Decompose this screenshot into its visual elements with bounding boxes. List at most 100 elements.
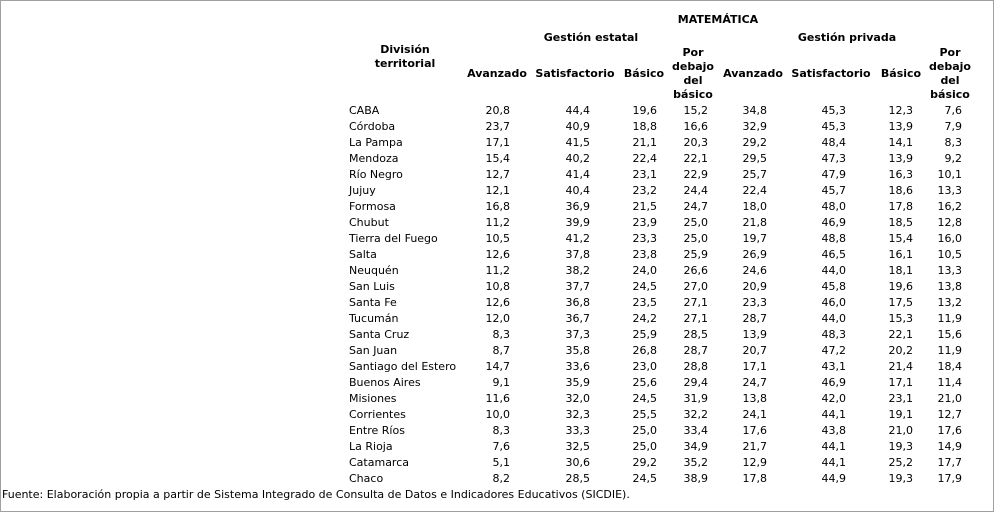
table-cell: 23,5 — [632, 296, 658, 309]
table-cell: 44,4 — [565, 104, 591, 117]
table-cell: 20,3 — [683, 136, 709, 149]
table-cell: 23,3 — [742, 296, 768, 309]
table-cell: 20,2 — [888, 344, 914, 357]
table-cell: 25,0 — [632, 440, 658, 453]
table-cell: 13,9 — [742, 328, 768, 341]
table-cell: 24,7 — [742, 376, 768, 389]
row-label: Santa Cruz — [349, 328, 410, 341]
table-cell: 12,0 — [485, 312, 511, 325]
table-cell: 16,2 — [937, 200, 963, 213]
table-cell: 22,1 — [683, 152, 709, 165]
table-cell: 7,6 — [944, 104, 963, 117]
row-label: Santiago del Estero — [349, 360, 457, 373]
table-cell: 21,7 — [742, 440, 768, 453]
table-cell: 47,2 — [821, 344, 847, 357]
table-cell: 48,4 — [821, 136, 847, 149]
table-cell: 28,7 — [742, 312, 768, 325]
table-cell: 16,6 — [683, 120, 709, 133]
row-label: Jujuy — [349, 184, 376, 197]
table-cell: 10,5 — [485, 232, 511, 245]
table-cell: 48,3 — [821, 328, 847, 341]
table-cell: 44,1 — [821, 440, 847, 453]
table-cell: 44,1 — [821, 456, 847, 469]
table-cell: 32,2 — [683, 408, 709, 421]
row-label: Formosa — [349, 200, 396, 213]
table-cell: 18,1 — [888, 264, 914, 277]
table-cell: 33,4 — [683, 424, 709, 437]
table-cell: 45,8 — [821, 280, 847, 293]
table-cell: 23,7 — [485, 120, 511, 133]
table-cell: 26,8 — [632, 344, 658, 357]
table-cell: 33,6 — [565, 360, 591, 373]
table-cell: 44,9 — [821, 472, 847, 485]
table-cell: 32,0 — [565, 392, 591, 405]
row-label: La Rioja — [349, 440, 393, 453]
table-cell: 25,6 — [632, 376, 658, 389]
table-cell: 18,6 — [888, 184, 914, 197]
table-cell: 22,1 — [888, 328, 914, 341]
table-cell: 22,9 — [683, 168, 709, 181]
table-cell: 9,1 — [492, 376, 511, 389]
table-cell: 15,4 — [888, 232, 914, 245]
table-cell: 29,4 — [683, 376, 709, 389]
table-cell: 20,7 — [742, 344, 768, 357]
table-cell: 37,8 — [565, 248, 591, 261]
table-cell: 46,9 — [821, 216, 847, 229]
table-cell: 16,0 — [937, 232, 963, 245]
table-cell: 26,9 — [742, 248, 768, 261]
table-cell: 21,0 — [888, 424, 914, 437]
table-cell: 33,3 — [565, 424, 591, 437]
table-cell: 5,1 — [492, 456, 511, 469]
table-cell: 23,9 — [632, 216, 658, 229]
table-cell: 46,0 — [821, 296, 847, 309]
table-cell: 17,8 — [888, 200, 914, 213]
table-cell: 27,1 — [683, 296, 709, 309]
table-cell: 44,0 — [821, 264, 847, 277]
table-cell: 36,8 — [565, 296, 591, 309]
table-cell: 25,9 — [683, 248, 709, 261]
table-cell: 48,8 — [821, 232, 847, 245]
row-label: CABA — [349, 104, 380, 117]
table-cell: 29,5 — [742, 152, 768, 165]
table-cell: 19,7 — [742, 232, 768, 245]
table-cell: 17,5 — [888, 296, 914, 309]
table-cell: 45,3 — [821, 120, 847, 133]
column-header: Satisfactorio — [791, 67, 871, 80]
table-cell: 8,3 — [944, 136, 963, 149]
table-cell: 43,1 — [821, 360, 847, 373]
table-cell: 16,3 — [888, 168, 914, 181]
table-cell: 11,9 — [937, 312, 963, 325]
table-cell: 24,0 — [632, 264, 658, 277]
table-cell: 23,3 — [632, 232, 658, 245]
table-cell: 12,6 — [485, 248, 511, 261]
column-header: Avanzado — [467, 67, 527, 80]
table-cell: 41,4 — [565, 168, 591, 181]
group-header-estatal: Gestión estatal — [543, 31, 639, 44]
table-cell: 7,9 — [944, 120, 963, 133]
table-cell: 14,7 — [485, 360, 511, 373]
table-cell: 8,3 — [492, 424, 511, 437]
row-label: Entre Ríos — [349, 424, 405, 437]
table-cell: 22,4 — [742, 184, 768, 197]
table-cell: 30,6 — [565, 456, 591, 469]
table-cell: 21,5 — [632, 200, 658, 213]
table-cell: 11,2 — [485, 264, 511, 277]
row-label: Río Negro — [349, 168, 403, 181]
table-cell: 15,4 — [485, 152, 511, 165]
table-cell: 8,7 — [492, 344, 511, 357]
table-cell: 24,1 — [742, 408, 768, 421]
table-cell: 34,8 — [742, 104, 768, 117]
row-label: Corrientes — [349, 408, 406, 421]
table-cell: 23,2 — [632, 184, 658, 197]
table-cell: 42,0 — [821, 392, 847, 405]
row-label: Misiones — [349, 392, 397, 405]
table-cell: 19,3 — [888, 440, 914, 453]
table-cell: 16,8 — [485, 200, 511, 213]
table-cell: 40,9 — [565, 120, 591, 133]
table-cell: 8,2 — [492, 472, 511, 485]
table-cell: 15,2 — [683, 104, 709, 117]
table-cell: 48,0 — [821, 200, 847, 213]
table-cell: 43,8 — [821, 424, 847, 437]
table-cell: 28,8 — [683, 360, 709, 373]
table-cell: 32,3 — [565, 408, 591, 421]
